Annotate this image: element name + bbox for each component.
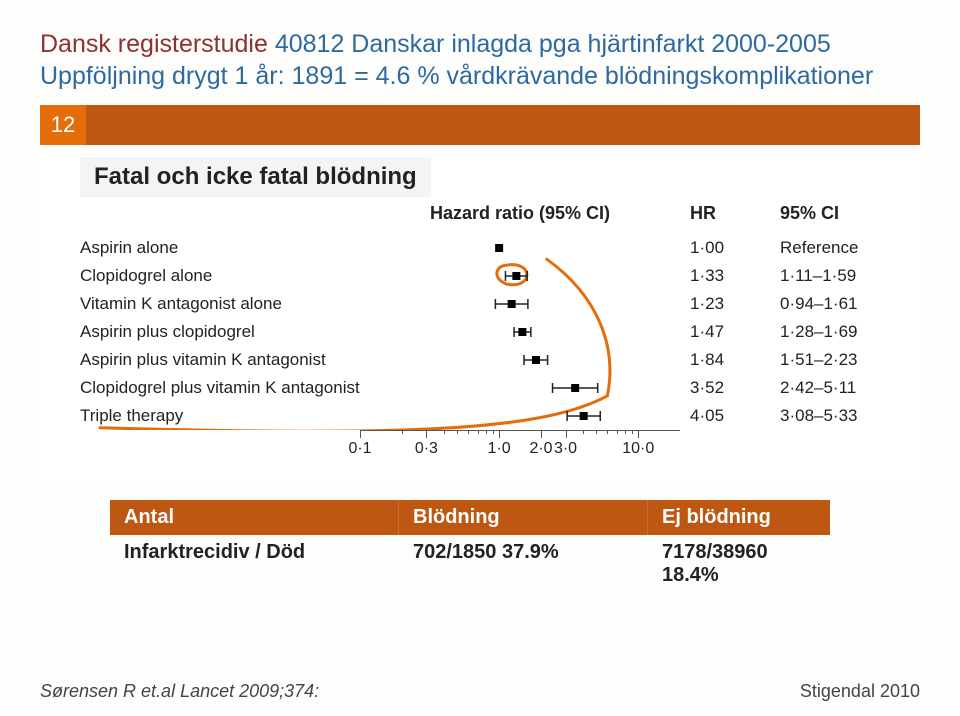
forest-axis: 0·10·31·02·03·010·0 [360, 430, 680, 470]
row-label: Aspirin alone [80, 238, 360, 258]
row-plot [360, 262, 680, 290]
slide-number-badge: 12 [40, 105, 86, 145]
slide-container: Dansk registerstudie 40812 Danskar inlag… [0, 0, 960, 603]
header-hazard: Hazard ratio (95% CI) [360, 203, 680, 224]
row-hr: 1·23 [680, 294, 770, 314]
row-ci: 2·42–5·11 [770, 378, 890, 398]
row-ci: 1·51–2·23 [770, 350, 890, 370]
forest-row: Aspirin plus clopidogrel 1·471·28–1·69 [80, 318, 890, 346]
forest-row: Aspirin alone 1·00Reference [80, 234, 890, 262]
row-label: Clopidogrel alone [80, 266, 360, 286]
row-label: Vitamin K antagonist alone [80, 294, 360, 314]
separator-bar: 12 [40, 105, 920, 145]
row-plot [360, 402, 680, 430]
row-ci: 1·11–1·59 [770, 266, 890, 286]
title-seg-1: Dansk registerstudie [40, 30, 275, 58]
row-hr: 3·52 [680, 378, 770, 398]
footer: Sørensen R et.al Lancet 2009;374: Stigen… [40, 681, 920, 702]
forest-rows: Aspirin alone 1·00Reference Clopidogrel al… [80, 234, 890, 430]
row-plot [360, 290, 680, 318]
row-plot [360, 346, 680, 374]
axis-tick-label: 2·0 [529, 440, 552, 458]
td-3: 7178/38960 18.4% [648, 535, 830, 593]
axis-tick-label: 3·0 [554, 440, 577, 458]
row-label: Aspirin plus clopidogrel [80, 322, 360, 342]
th-3: Ej blödning [648, 500, 830, 535]
forest-row: Vitamin K antagonist alone 1·230·94–1·61 [80, 290, 890, 318]
row-hr: 1·84 [680, 350, 770, 370]
title-seg-2: 40812 Danskar inlagda pga hjärtinfarkt 2… [275, 30, 831, 58]
header-ci: 95% CI [770, 203, 890, 224]
forest-row: Clopidogrel alone 1·331·11–1·59 [80, 262, 890, 290]
title-line-2: Uppföljning drygt 1 år: 1891 = 4.6 % vår… [40, 62, 920, 91]
axis-tick-label: 0·3 [415, 440, 438, 458]
row-hr: 1·47 [680, 322, 770, 342]
row-ci: 0·94–1·61 [770, 294, 890, 314]
td-1: Infarktrecidiv / Död [110, 535, 399, 593]
td-2: 702/1850 37.9% [399, 535, 648, 593]
forest-row: Clopidogrel plus vitamin K antagonist 3·5… [80, 374, 890, 402]
footer-author: Stigendal 2010 [800, 681, 920, 702]
row-plot [360, 374, 680, 402]
forest-row: Triple therapy 4·053·08–5·33 [80, 402, 890, 430]
row-label: Clopidogrel plus vitamin K antagonist [80, 378, 360, 398]
th-2: Blödning [399, 500, 648, 535]
axis-tick-label: 1·0 [488, 440, 511, 458]
row-plot [360, 318, 680, 346]
summary-table: Antal Blödning Ej blödning Infarktrecidi… [110, 500, 830, 593]
row-plot [360, 234, 680, 262]
header-hr: HR [680, 203, 770, 224]
row-ci: 1·28–1·69 [770, 322, 890, 342]
row-ci: Reference [770, 238, 890, 258]
th-1: Antal [110, 500, 399, 535]
row-ci: 3·08–5·33 [770, 406, 890, 426]
title-line-1: Dansk registerstudie 40812 Danskar inlag… [40, 28, 920, 62]
row-hr: 1·00 [680, 238, 770, 258]
chart-subtitle: Fatal och icke fatal blödning [80, 157, 431, 197]
footer-reference: Sørensen R et.al Lancet 2009;374: [40, 681, 319, 702]
forest-plot-area: Fatal och icke fatal blödning Hazard rat… [40, 147, 920, 486]
row-hr: 1·33 [680, 266, 770, 286]
row-hr: 4·05 [680, 406, 770, 426]
row-label: Aspirin plus vitamin K antagonist [80, 350, 360, 370]
forest-row: Aspirin plus vitamin K antagonist 1·841·5… [80, 346, 890, 374]
axis-tick-label: 0·1 [348, 440, 371, 458]
column-headers: Hazard ratio (95% CI) HR 95% CI [80, 203, 890, 224]
axis-tick-label: 10·0 [622, 440, 654, 458]
row-label: Triple therapy [80, 406, 360, 426]
